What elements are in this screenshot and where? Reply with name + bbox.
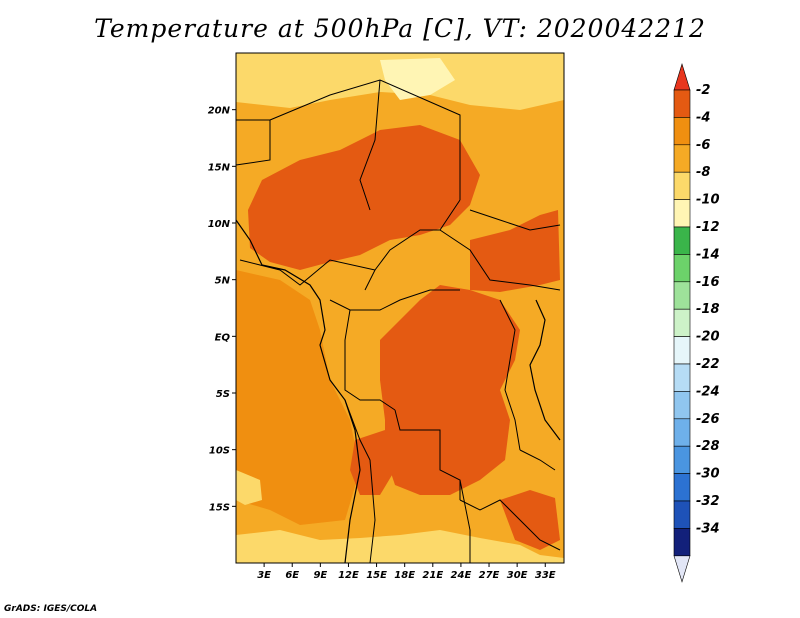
longitude-tick-label: 6E — [285, 570, 299, 581]
longitude-tick-label: 3E — [257, 570, 271, 581]
longitude-tick-label: 15E — [366, 570, 387, 581]
colorbar-swatch — [673, 254, 691, 283]
longitude-tick-label: 21E — [422, 570, 443, 581]
colorbar-swatch — [673, 171, 691, 200]
colorbar-swatch — [673, 445, 691, 474]
colorbar-swatch — [673, 500, 691, 529]
temperature-contour-ocean — [236, 270, 360, 525]
colorbar-level-label: -10 — [696, 193, 720, 208]
colorbar: -2 -4 -6 -8 -10 -12 -14 -16 -18 -20 -22 -24 -26 -28 -3… — [673, 62, 720, 583]
colorbar-level-label: -18 — [696, 302, 720, 317]
colorbar-level-label: -34 — [696, 521, 720, 536]
colorbar-bottom-arrow — [673, 555, 691, 583]
colorbar-level-label: -28 — [696, 439, 720, 454]
latitude-tick-label: 5N — [215, 276, 231, 287]
temperature-contour-pale-north-core — [380, 58, 455, 100]
colorbar-level-label: -24 — [696, 384, 720, 399]
longitude-tick-label: 18E — [394, 570, 415, 581]
longitude-tick-label: 27E — [479, 570, 500, 581]
longitude-tick-label: 33E — [535, 570, 556, 581]
map-title: Temperature at 500hPa [C], VT: 202004221… — [94, 14, 706, 43]
colorbar-level-label: -2 — [696, 83, 710, 98]
map-frame — [235, 52, 565, 564]
colorbar-swatch — [673, 144, 691, 173]
temperature-contour-light-southwest — [236, 470, 262, 505]
colorbar-swatch — [673, 418, 691, 447]
colorbar-top-arrow — [673, 62, 691, 91]
temperature-contour-warm-congo — [380, 285, 520, 495]
grads-credit: GrADS: IGES/COLA — [4, 604, 98, 614]
temperature-contour-warm-southeast — [500, 490, 560, 550]
colorbar-level-label: -30 — [696, 467, 720, 482]
latitude-tick-label: 10N — [208, 219, 231, 230]
colorbar-level-label: -4 — [696, 110, 710, 125]
colorbar-level-label: -6 — [696, 138, 710, 153]
latitude-tick-label: 15N — [208, 162, 231, 173]
colorbar-swatch — [673, 199, 691, 228]
temperature-contour-warm-sahel — [248, 125, 480, 270]
latitude-tick-label: 5S — [216, 389, 230, 400]
longitude-tick-label: 12E — [338, 570, 359, 581]
colorbar-swatch — [673, 226, 691, 255]
colorbar-level-label: -12 — [696, 220, 720, 235]
colorbar-swatch — [673, 473, 691, 502]
longitude-tick-label: 24E — [451, 570, 472, 581]
colorbar-swatch — [673, 363, 691, 392]
country-borders — [235, 79, 561, 564]
colorbar-level-label: -8 — [696, 165, 710, 180]
colorbar-level-label: -14 — [696, 247, 720, 262]
colorbar-level-label: -26 — [696, 412, 720, 427]
latitude-axis: 20N 15N 10N 5N EQ 5S 10S 15S — [208, 106, 236, 513]
colorbar-swatch — [673, 89, 691, 118]
temperature-contour-warm-southwest — [350, 430, 395, 495]
latitude-tick-label: EQ — [215, 332, 231, 343]
colorbar-swatch — [673, 336, 691, 365]
colorbar-level-label: -16 — [696, 275, 720, 290]
colorbar-level-label: -20 — [696, 330, 720, 345]
longitude-tick-label: 9E — [313, 570, 327, 581]
colorbar-swatch — [673, 308, 691, 337]
latitude-tick-label: 10S — [209, 446, 230, 457]
temperature-contour-pale-northeast — [470, 53, 564, 78]
latitude-tick-label: 15S — [209, 502, 230, 513]
longitude-axis: 3E 6E 9E 12E 15E 18E 21E 24E 27E 30E 33E — [257, 563, 556, 581]
coastline — [235, 219, 561, 564]
colorbar-level-label: -22 — [696, 357, 720, 372]
colorbar-swatch — [673, 528, 691, 557]
colorbar-level-label: -32 — [696, 494, 720, 509]
colorbar-swatch — [673, 117, 691, 146]
temperature-contour-pale-south — [236, 530, 564, 563]
temperature-contour-warm-east — [470, 210, 560, 292]
colorbar-swatch — [673, 281, 691, 310]
latitude-tick-label: 20N — [208, 106, 231, 117]
colorbar-swatch — [673, 391, 691, 420]
longitude-tick-label: 30E — [507, 570, 528, 581]
